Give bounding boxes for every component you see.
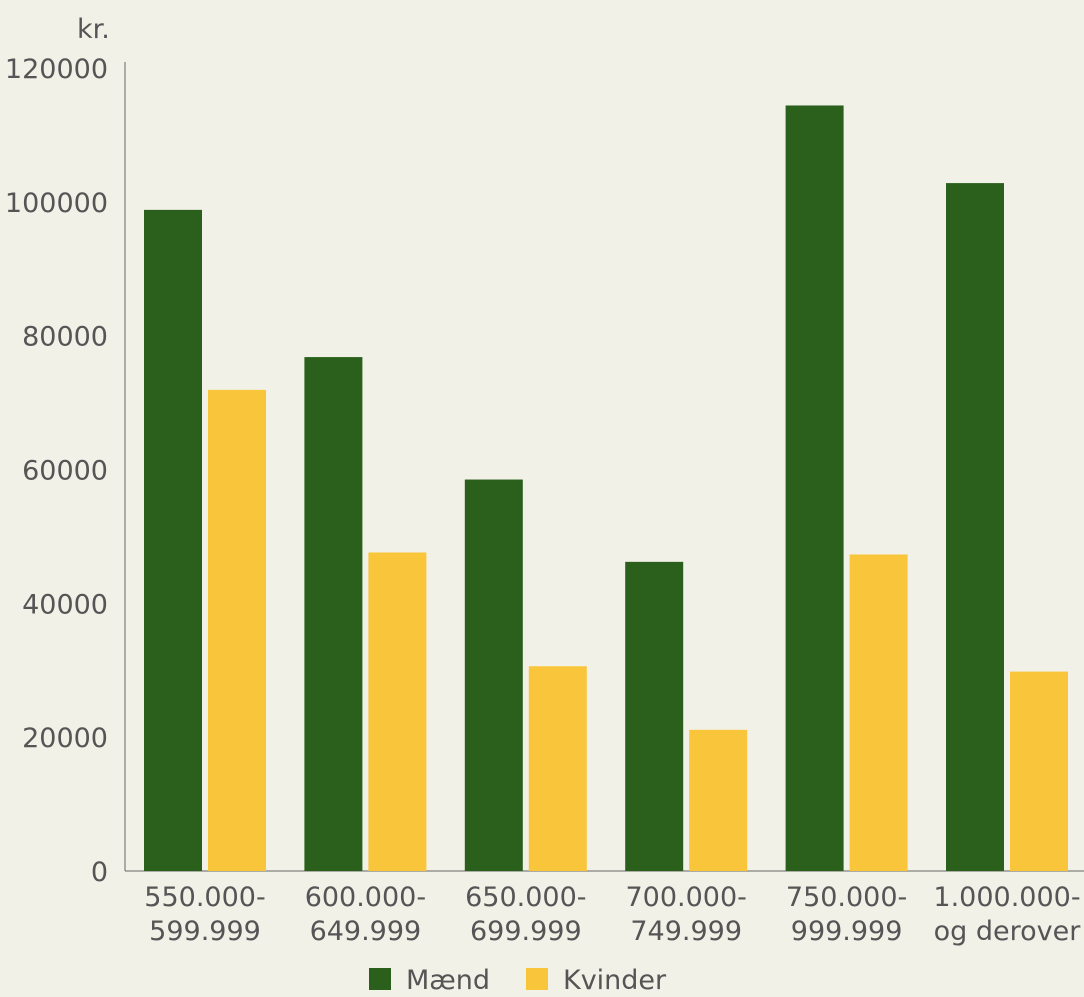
x-tick-label: 649.999 (310, 916, 422, 947)
bar-kvinder (528, 666, 587, 871)
x-tick-labels: 550.000-599.999 600.000-649.999 650.000-69… (144, 882, 1081, 947)
bar-maend (464, 479, 523, 871)
x-tick-label: og derover (934, 916, 1082, 947)
y-tick-label: 40000 (22, 589, 108, 620)
x-tick-label: 1.000.000- (933, 882, 1080, 913)
bar-kvinder (1010, 671, 1068, 871)
x-tick-label: 650.000- (465, 882, 586, 913)
y-tick-labels: 0 20000 40000 60000 80000 100000 120000 (5, 54, 108, 888)
legend: Mænd Kvinder (369, 965, 667, 996)
bars (144, 105, 1068, 872)
x-tick-label: 550.000- (144, 882, 265, 913)
bar-maend (785, 105, 844, 872)
bar-kvinder (368, 552, 427, 871)
bar-kvinder (208, 389, 266, 871)
y-tick-label: 20000 (22, 723, 108, 754)
x-tick-label: 600.000- (305, 882, 426, 913)
x-tick-label: 599.999 (149, 916, 261, 947)
y-tick-label: 60000 (22, 456, 108, 487)
y-axis-unit: kr. (77, 14, 110, 45)
legend-label: Kvinder (563, 965, 667, 996)
y-tick-label: 0 (91, 857, 108, 888)
legend-label: Mænd (406, 965, 490, 996)
bar-maend (304, 357, 363, 872)
bar-maend (144, 209, 202, 871)
x-tick-label: 749.999 (630, 916, 742, 947)
bar-maend (946, 183, 1004, 871)
legend-swatch (526, 968, 548, 990)
legend-swatch (369, 968, 391, 990)
x-tick-label: 999.999 (791, 916, 903, 947)
bar-maend (625, 561, 684, 871)
bar-kvinder (849, 554, 908, 871)
x-tick-label: 699.999 (470, 916, 582, 947)
y-tick-label: 80000 (22, 322, 108, 353)
x-tick-label: 700.000- (625, 882, 746, 913)
x-tick-label: 750.000- (786, 882, 907, 913)
y-tick-label: 120000 (5, 54, 108, 85)
y-tick-label: 100000 (5, 188, 108, 219)
bar-kvinder (689, 729, 748, 871)
